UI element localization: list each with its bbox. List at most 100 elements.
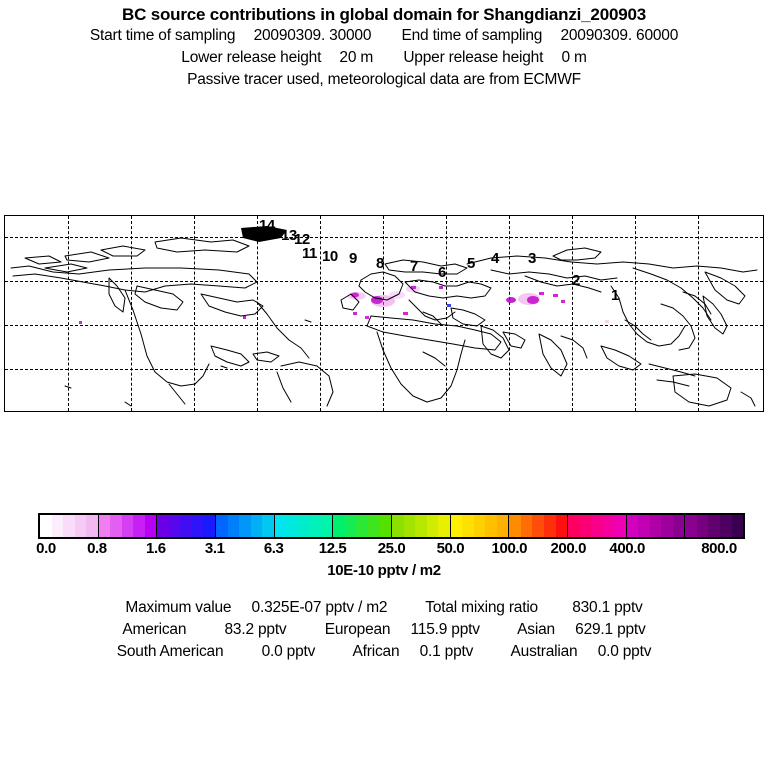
page-title: BC source contributions in global domain… <box>122 5 646 24</box>
colorbar-step <box>532 515 544 537</box>
trajectory-label: 4 <box>491 250 499 267</box>
colorbar-step <box>438 515 450 537</box>
colorbar-segment <box>98 515 158 537</box>
region-asian-label: Asian <box>517 621 555 638</box>
colorbar-step <box>40 515 52 537</box>
colorbar-segment <box>509 515 569 537</box>
colorbar-step <box>403 515 416 537</box>
sampling-time-line: Start time of sampling 20090309. 30000 E… <box>0 25 768 47</box>
colorbar-step <box>591 515 603 537</box>
region-african-value: 0.1 pptv <box>419 643 474 660</box>
colorbar-step <box>520 515 533 537</box>
colorbar-step <box>696 515 709 537</box>
colorbar-step <box>731 515 744 537</box>
colorbar-step <box>462 515 474 537</box>
colorbar-tick-label: 12.5 <box>318 540 347 557</box>
colorbar-step <box>614 515 626 537</box>
colorbar-step <box>157 515 169 537</box>
colorbar-segment <box>568 515 627 537</box>
colorbar-tick-label: 800.0 <box>701 540 737 557</box>
end-time-label: End time of sampling <box>401 27 543 44</box>
stats-row-regions-1: American 83.2 pptv European 115.9 pptv A… <box>0 619 768 641</box>
colorbar-step <box>333 515 345 537</box>
colorbar-step <box>320 515 333 537</box>
colorbar-step <box>168 515 181 537</box>
map-inner <box>5 216 763 411</box>
trajectory-label: 11 <box>302 245 317 262</box>
region-american-value: 83.2 pptv <box>224 621 287 638</box>
colorbar-step <box>579 515 592 537</box>
global-map-panel[interactable]: 14 13 12 11 10 9 8 7 6 5 4 3 2 1 <box>4 215 764 412</box>
colorbar-step <box>133 515 145 537</box>
colorbar-step <box>367 515 380 537</box>
colorbar-tick-label: 50.0 <box>436 540 465 557</box>
colorbar-block: 0.0 0.8 1.6 3.1 6.3 12.5 25.0 50.0 100.0 200.0 400… <box>36 513 745 557</box>
colorbar-step <box>426 515 439 537</box>
colorbar-step <box>685 515 697 537</box>
gridline-vertical <box>68 216 69 411</box>
colorbar-segment <box>626 515 686 537</box>
colorbar-segment <box>333 515 393 537</box>
trajectory-label: 14 <box>259 217 275 234</box>
release-height-line: Lower release height 20 m Upper release … <box>0 47 768 69</box>
colorbar-segment <box>40 515 99 537</box>
header-block: BC source contributions in global domain… <box>0 5 768 91</box>
colorbar-step <box>392 515 404 537</box>
gridline-vertical <box>194 216 195 411</box>
colorbar-tick-labels: 0.0 0.8 1.6 3.1 6.3 12.5 25.0 50.0 100.0 200.0 400… <box>36 540 745 560</box>
colorbar-unit-label: 10E-10 pptv / m2 <box>327 562 441 579</box>
colorbar-tick-label: 400.0 <box>609 540 645 557</box>
total-mixing-ratio-value: 830.1 pptv <box>572 599 643 616</box>
region-south-american-label: South American <box>116 643 224 660</box>
colorbar-step <box>63 515 75 537</box>
trajectory-label: 5 <box>467 255 475 272</box>
colorbar-step <box>415 515 427 537</box>
colorbar-step <box>638 515 650 537</box>
colorbar[interactable] <box>38 513 745 539</box>
colorbar-tick-label: 1.6 <box>146 540 166 557</box>
colorbar-tick-label: 0.0 <box>36 540 56 557</box>
trajectory-label: 9 <box>349 250 357 267</box>
colorbar-segment <box>216 515 275 537</box>
colorbar-step <box>649 515 662 537</box>
colorbar-tick-label: 3.1 <box>204 540 225 557</box>
gridline-vertical <box>698 216 699 411</box>
region-european-value: 115.9 pptv <box>410 621 480 638</box>
gridline-horizontal <box>5 369 763 370</box>
trajectory-label: 10 <box>322 248 338 265</box>
start-time-value: 20090309. 30000 <box>253 27 372 44</box>
trajectory-label: 7 <box>410 258 418 275</box>
gridline-horizontal <box>5 237 763 238</box>
colorbar-step <box>110 515 122 537</box>
colorbar-step <box>86 515 98 537</box>
colorbar-segment <box>157 515 217 537</box>
gridline-horizontal <box>5 281 763 282</box>
colorbar-step <box>297 515 310 537</box>
colorbar-step <box>555 515 568 537</box>
gridline-vertical <box>509 216 510 411</box>
colorbar-step <box>708 515 720 537</box>
upper-release-height-label: Upper release height <box>403 49 544 66</box>
maximum-value-label: Maximum value <box>125 599 232 616</box>
gridline-vertical <box>257 216 258 411</box>
trajectory-label: 6 <box>438 264 446 281</box>
colorbar-step <box>719 515 732 537</box>
end-time-value: 20090309. 60000 <box>560 27 679 44</box>
gridline-horizontal <box>5 325 763 326</box>
upper-release-height-value: 0 m <box>561 49 587 66</box>
start-time-label: Start time of sampling <box>89 27 236 44</box>
colorbar-step <box>274 515 287 537</box>
colorbar-step <box>216 515 228 537</box>
colorbar-step <box>485 515 497 537</box>
region-south-american-value: 0.0 pptv <box>261 643 316 660</box>
trajectory-label: 13 <box>281 227 297 244</box>
colorbar-step <box>121 515 134 537</box>
region-australian-label: Australian <box>510 643 578 660</box>
stats-row-summary: Maximum value 0.325E-07 pptv / m2 Total … <box>0 597 768 619</box>
region-american-label: American <box>122 621 187 638</box>
colorbar-step <box>543 515 556 537</box>
colorbar-step <box>496 515 509 537</box>
trajectory-label: 8 <box>376 255 384 272</box>
trajectory-label: 2 <box>572 272 580 289</box>
colorbar-step <box>286 515 298 537</box>
